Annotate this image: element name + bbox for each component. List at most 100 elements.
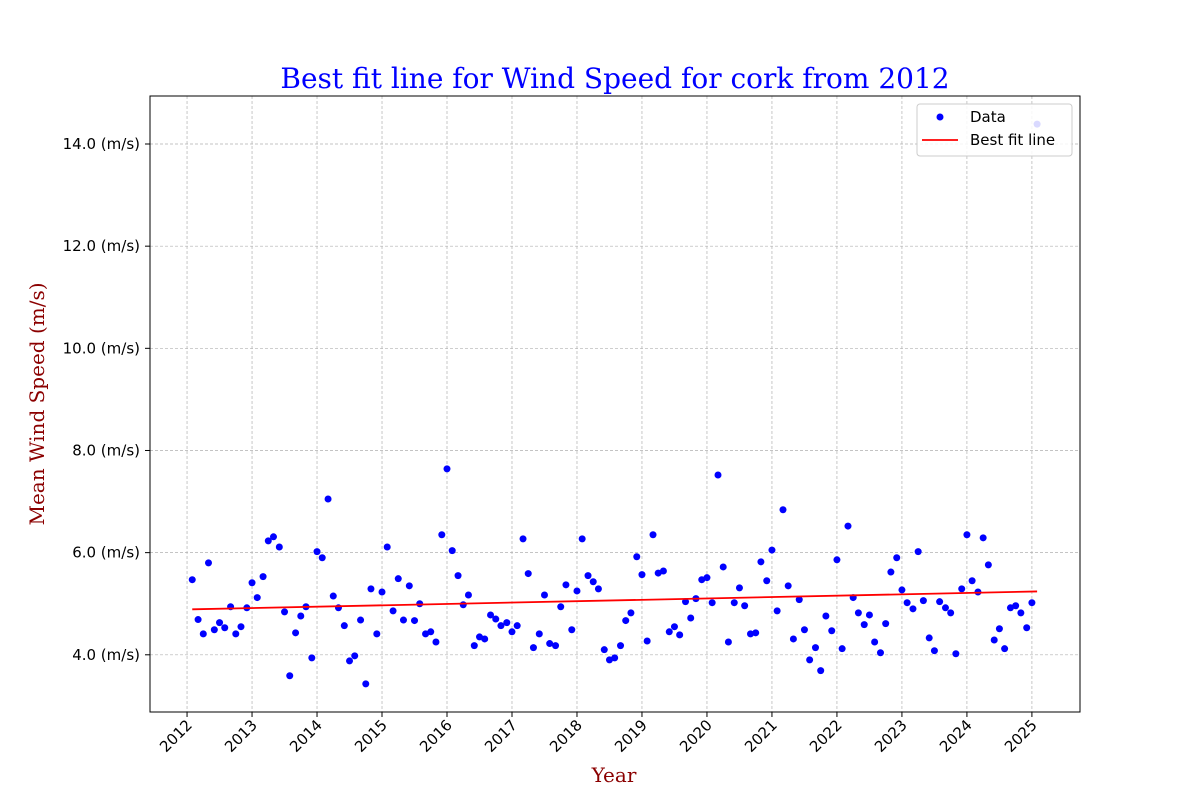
data-point	[682, 598, 690, 606]
data-point	[470, 642, 478, 650]
data-point	[822, 612, 830, 620]
data-point	[454, 572, 462, 580]
data-point	[752, 629, 760, 637]
data-point	[779, 506, 787, 514]
data-point	[984, 561, 992, 569]
data-point	[828, 627, 836, 635]
data-point	[221, 624, 229, 632]
data-point	[806, 656, 814, 664]
data-point	[524, 570, 532, 578]
data-point	[389, 607, 397, 615]
data-point	[741, 602, 749, 610]
data-point	[383, 543, 391, 551]
data-point	[703, 574, 711, 582]
data-point	[269, 533, 277, 541]
data-point	[378, 588, 386, 596]
data-point	[443, 465, 451, 473]
data-point	[373, 630, 381, 638]
data-point	[464, 591, 472, 599]
data-point	[313, 548, 321, 556]
data-point	[481, 635, 489, 643]
data-point	[394, 575, 402, 583]
data-point	[882, 620, 890, 628]
data-point	[633, 553, 641, 561]
data-point	[643, 637, 651, 645]
data-point	[659, 567, 667, 575]
data-point	[237, 623, 245, 631]
data-point	[860, 621, 868, 629]
data-point	[546, 640, 554, 648]
data-point	[947, 609, 955, 617]
data-point	[958, 585, 966, 593]
data-point	[876, 649, 884, 657]
data-point	[676, 631, 684, 639]
data-point	[1023, 624, 1031, 632]
data-point	[990, 636, 998, 644]
y-tick-label: 14.0 (m/s)	[63, 135, 140, 153]
data-point	[914, 548, 922, 556]
data-point	[357, 616, 365, 624]
data-point	[487, 611, 495, 619]
data-point	[871, 638, 879, 646]
data-point	[617, 642, 625, 650]
data-point	[573, 587, 581, 595]
data-point	[898, 586, 906, 594]
data-point	[811, 644, 819, 652]
data-point	[292, 629, 300, 637]
data-point	[714, 471, 722, 479]
data-point	[281, 608, 289, 616]
data-point	[232, 630, 240, 638]
grid	[150, 96, 1080, 712]
data-point	[665, 628, 673, 636]
data-point	[492, 615, 500, 623]
data-point	[535, 630, 543, 638]
data-point	[438, 531, 446, 539]
data-point	[448, 547, 456, 555]
data-point	[719, 563, 727, 571]
data-point	[346, 657, 354, 665]
data-point	[552, 642, 560, 650]
data-point	[963, 531, 971, 539]
data-point	[297, 612, 305, 620]
data-point	[627, 609, 635, 617]
data-point	[838, 645, 846, 653]
data-point	[724, 638, 732, 646]
data-point	[784, 582, 792, 590]
data-point	[351, 652, 359, 660]
x-axis-label: Year	[591, 763, 637, 787]
data-point	[854, 609, 862, 617]
data-point	[557, 603, 565, 611]
data-point	[865, 611, 873, 619]
data-point	[611, 654, 619, 662]
legend: Data Best fit line	[916, 103, 1073, 157]
data-point	[188, 576, 196, 584]
y-tick-label: 4.0 (m/s)	[72, 646, 140, 664]
data-point	[194, 616, 202, 624]
legend-label: Data	[970, 108, 1006, 126]
data-point	[1001, 645, 1009, 653]
data-point	[844, 522, 852, 530]
data-point	[1017, 609, 1025, 617]
data-point	[649, 531, 657, 539]
data-point	[747, 630, 755, 638]
data-point	[1012, 602, 1020, 610]
data-point	[459, 601, 467, 609]
data-point	[529, 644, 537, 652]
data-point	[324, 495, 332, 503]
data-point	[768, 546, 776, 554]
data-point	[817, 667, 825, 675]
y-tick-label: 12.0 (m/s)	[63, 237, 140, 255]
data-point	[979, 534, 987, 542]
legend-box	[916, 103, 1073, 157]
data-point	[622, 617, 630, 625]
data-point	[204, 559, 212, 567]
data-point	[259, 573, 267, 581]
y-tick-label: 8.0 (m/s)	[72, 441, 140, 459]
data-point	[800, 626, 808, 634]
y-tick-label: 10.0 (m/s)	[63, 339, 140, 357]
data-point	[286, 672, 294, 680]
data-point	[903, 599, 911, 607]
data-point	[275, 543, 283, 551]
data-point	[362, 680, 370, 688]
